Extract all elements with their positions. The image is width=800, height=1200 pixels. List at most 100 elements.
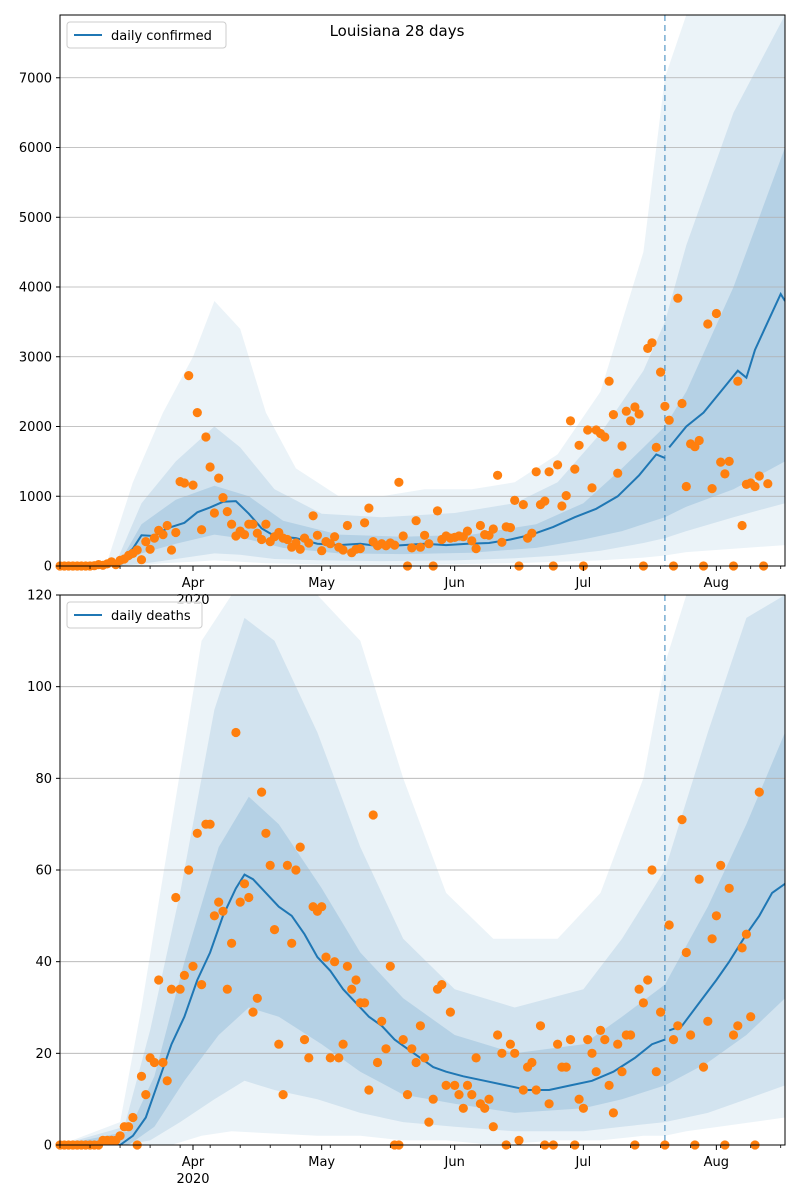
- data-point: [188, 961, 198, 971]
- y-tick-label: 3000: [19, 350, 52, 365]
- observed-points: [55, 727, 764, 1150]
- data-point: [261, 828, 271, 838]
- data-point: [398, 531, 408, 541]
- data-point: [462, 526, 473, 536]
- data-point: [544, 467, 554, 477]
- data-point: [724, 883, 734, 893]
- data-point: [724, 456, 734, 466]
- data-point: [728, 1030, 739, 1040]
- data-point: [651, 442, 661, 452]
- data-point: [162, 520, 172, 531]
- data-point: [711, 308, 722, 319]
- data-point: [716, 860, 726, 871]
- data-point: [141, 1090, 151, 1100]
- data-point: [557, 501, 567, 511]
- legend: daily confirmed: [66, 21, 227, 49]
- data-point: [561, 1062, 571, 1072]
- data-point: [407, 543, 417, 553]
- data-point: [510, 495, 520, 505]
- data-point: [527, 528, 537, 538]
- data-point: [179, 970, 189, 981]
- data-point: [432, 506, 443, 516]
- data-point: [518, 500, 528, 510]
- data-point: [342, 961, 352, 971]
- data-point: [372, 1057, 383, 1068]
- data-point: [171, 527, 181, 538]
- data-point: [377, 1016, 387, 1026]
- data-point: [278, 1090, 288, 1100]
- data-point: [136, 1071, 147, 1081]
- data-point: [673, 293, 683, 303]
- data-point: [656, 1007, 666, 1017]
- data-point: [269, 925, 280, 935]
- data-point: [166, 984, 177, 994]
- data-point: [304, 538, 314, 548]
- data-point: [634, 984, 644, 994]
- data-point: [330, 532, 340, 542]
- legend-label: daily confirmed: [111, 29, 212, 44]
- data-point: [368, 810, 378, 820]
- data-point: [274, 1039, 284, 1049]
- data-point: [158, 1057, 168, 1068]
- chart-title: Louisiana 28 days: [330, 22, 465, 40]
- data-point: [394, 477, 404, 487]
- data-point: [201, 432, 211, 442]
- data-point: [128, 1112, 138, 1123]
- data-point: [338, 1039, 348, 1049]
- data-point: [420, 1053, 430, 1063]
- x-tick-label: May: [308, 576, 335, 591]
- data-point: [154, 975, 164, 985]
- data-point: [656, 367, 666, 377]
- y-tick-label: 6000: [19, 141, 52, 156]
- data-point: [209, 508, 219, 518]
- legend: daily deaths: [66, 601, 203, 629]
- data-point: [754, 471, 764, 481]
- data-point: [553, 460, 563, 470]
- x-tick-label: Apr: [182, 1155, 205, 1170]
- data-point: [145, 544, 155, 554]
- data-point: [282, 534, 292, 545]
- confidence-band-middle: [60, 595, 785, 1145]
- data-point: [604, 1080, 614, 1090]
- data-point: [703, 1016, 713, 1026]
- data-point: [750, 481, 760, 492]
- data-point: [677, 815, 687, 825]
- data-point: [441, 1080, 451, 1090]
- data-point: [265, 860, 275, 871]
- legend-box: [66, 601, 203, 629]
- x-tick-label: Jun: [444, 1155, 465, 1170]
- data-point: [325, 539, 335, 549]
- legend-box: [66, 21, 227, 49]
- data-point: [467, 536, 477, 546]
- data-point: [351, 975, 361, 985]
- data-point: [248, 519, 258, 529]
- data-point: [227, 519, 237, 529]
- data-point: [681, 947, 691, 958]
- data-point: [136, 555, 147, 565]
- data-point: [746, 1012, 756, 1022]
- data-point: [626, 1030, 636, 1040]
- data-point: [604, 376, 614, 386]
- data-point: [347, 984, 357, 994]
- data-point: [518, 1085, 528, 1095]
- data-point: [565, 1035, 576, 1045]
- data-point: [364, 503, 374, 513]
- x-tick-sublabel: 2020: [176, 1172, 209, 1187]
- data-point: [428, 1094, 438, 1104]
- data-point: [257, 787, 267, 797]
- model-line: [60, 873, 666, 1145]
- data-point: [488, 524, 498, 534]
- x-tick-label: Jun: [444, 576, 465, 591]
- data-point: [467, 1090, 477, 1100]
- data-point: [471, 1053, 481, 1063]
- data-point: [214, 473, 224, 483]
- data-point: [321, 952, 331, 962]
- data-point: [334, 1053, 344, 1063]
- data-point: [304, 1053, 314, 1063]
- data-point: [673, 1021, 683, 1031]
- plot-area: [60, 595, 785, 1145]
- data-point: [411, 516, 421, 526]
- data-point: [754, 787, 764, 797]
- data-point: [424, 539, 434, 549]
